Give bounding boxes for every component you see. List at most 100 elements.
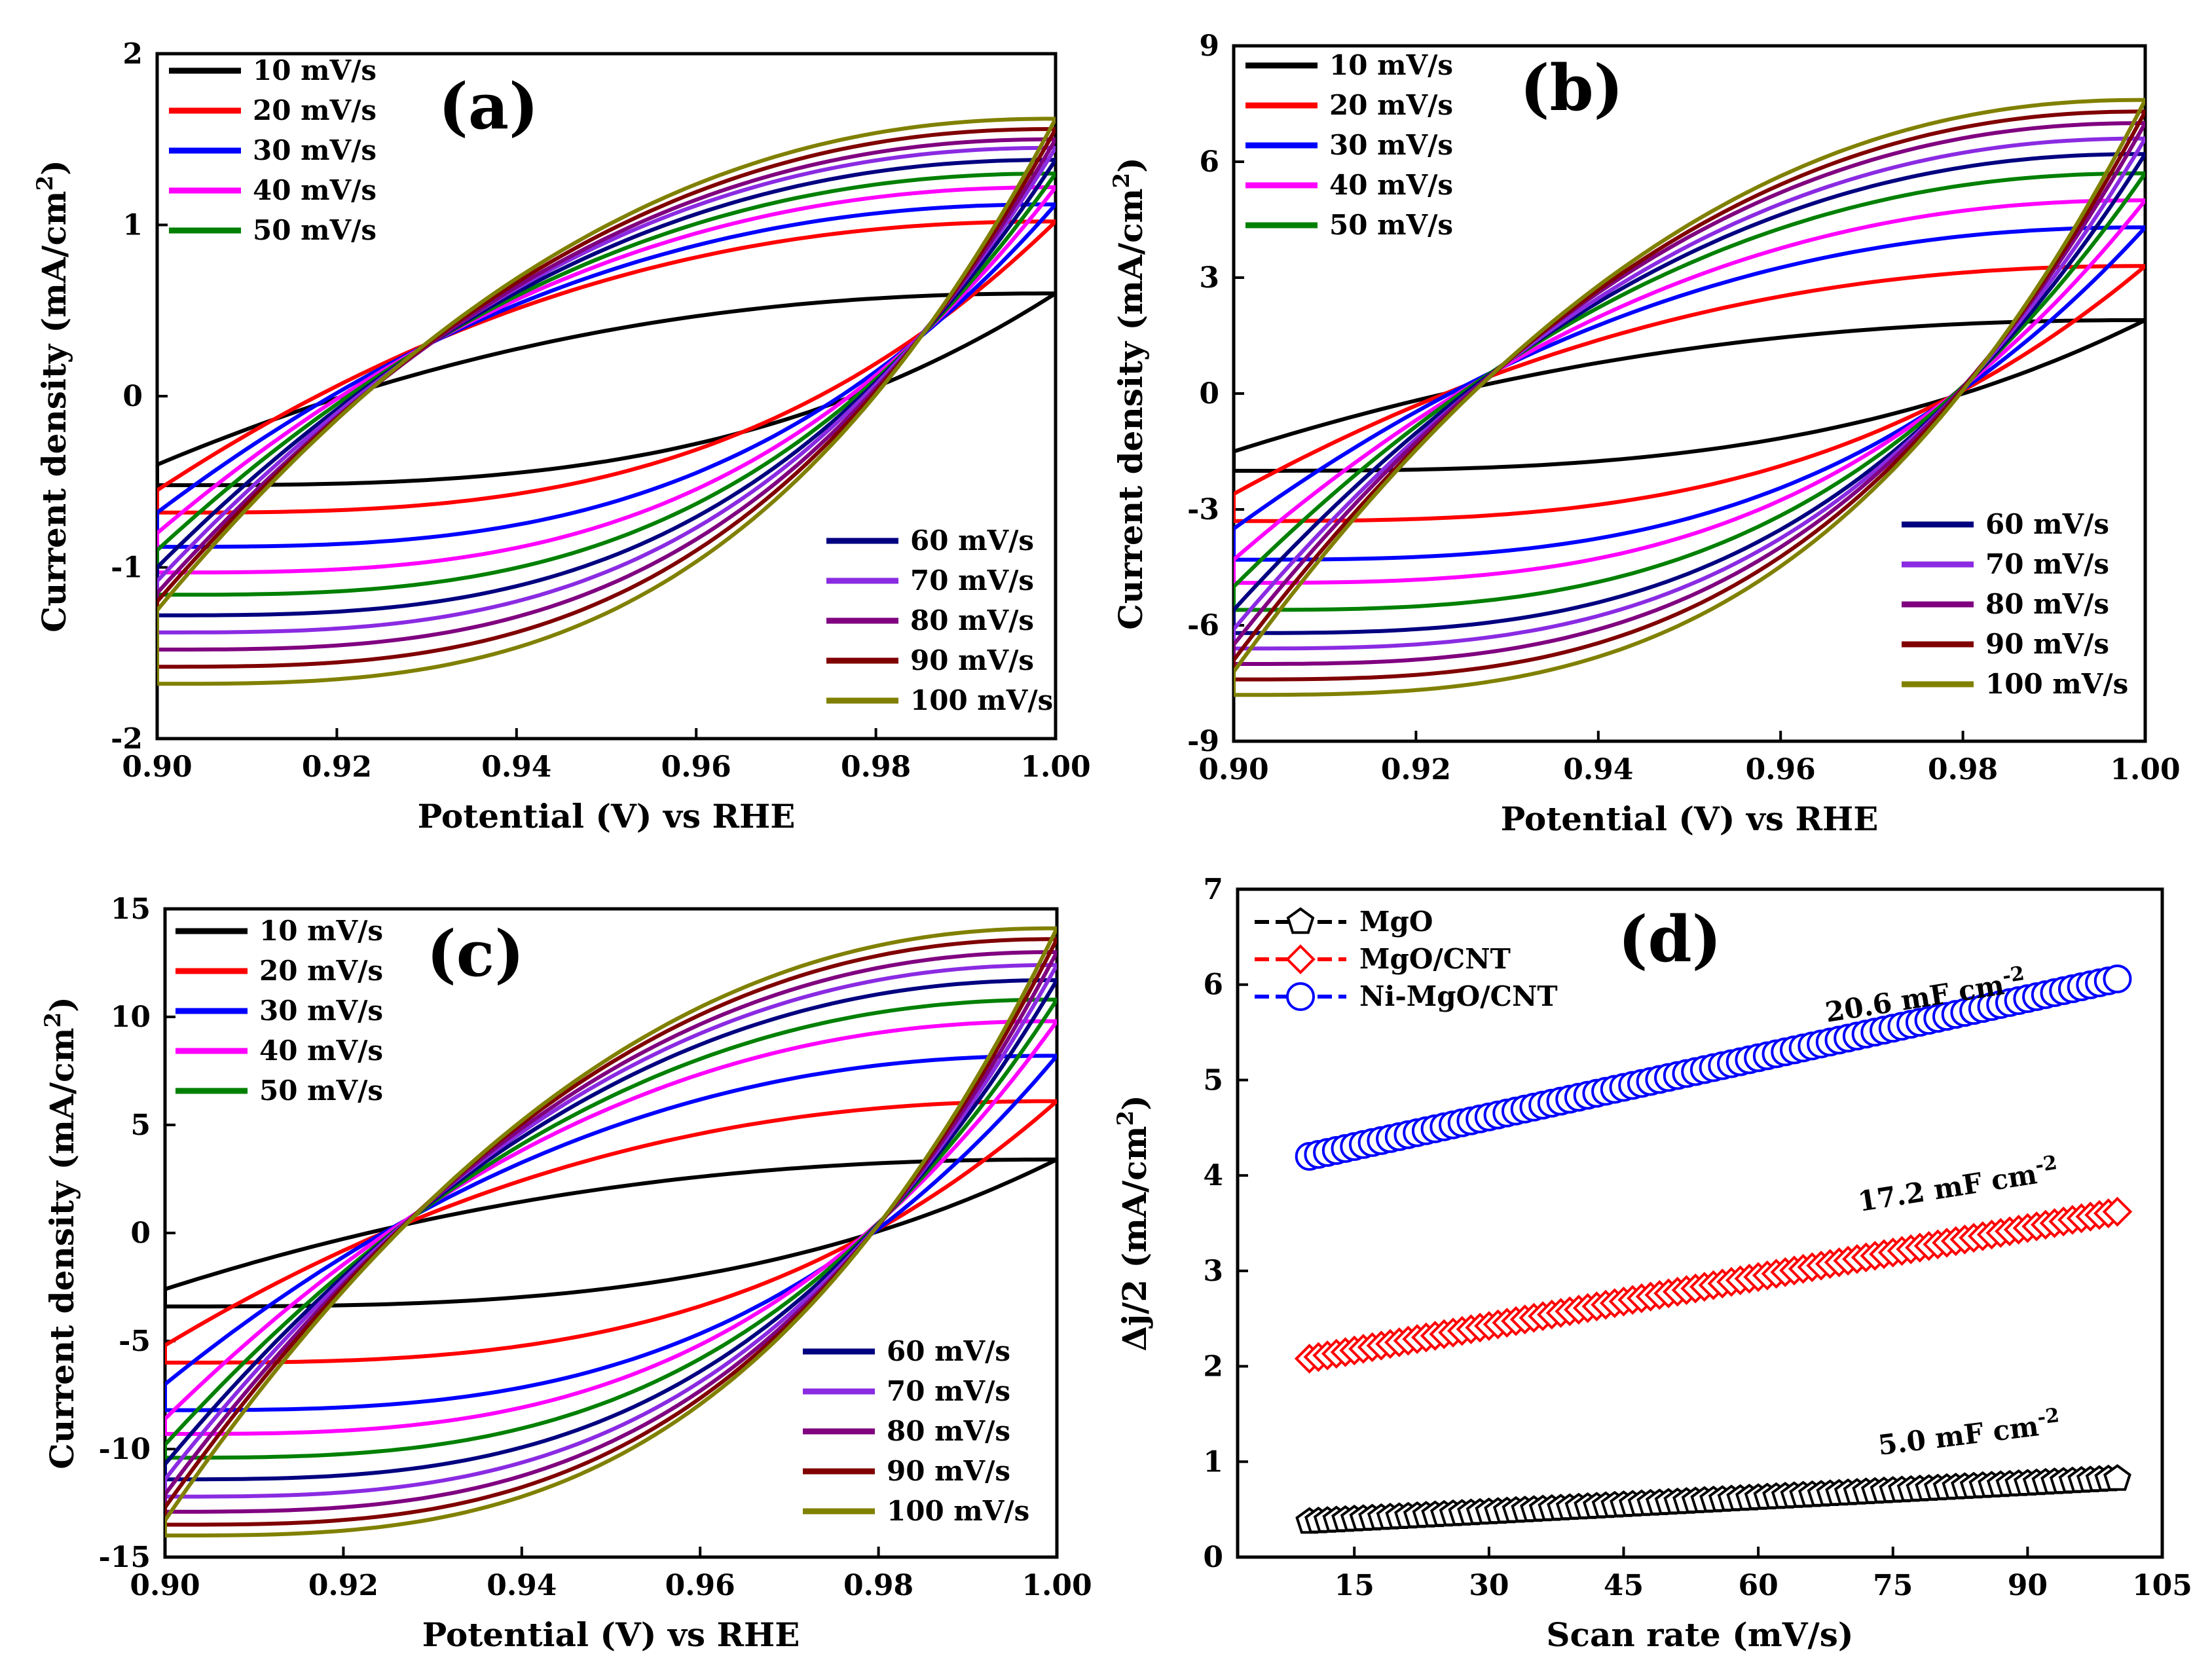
y-axis-title-end: ) [35, 160, 73, 175]
legend-label: 40 mV/s [259, 1035, 383, 1067]
y-tick-label: 3 [1203, 1255, 1223, 1288]
cv-curve-100mvs [157, 117, 1056, 686]
legend-item: 40 mV/s [1245, 169, 1453, 201]
cv-curves [1234, 98, 2145, 697]
legend-item: 80 mV/s [803, 1415, 1010, 1447]
legend-label: 80 mV/s [1985, 588, 2109, 620]
legend-item: 20 mV/s [175, 955, 383, 987]
cv-curve-10mvs [165, 1157, 1057, 1309]
x-tick-label: 0.96 [661, 750, 731, 784]
y-tick-label: 6 [1199, 145, 1219, 179]
cv-curve-90mvs [157, 127, 1056, 669]
legend-label: 80 mV/s [887, 1415, 1010, 1447]
y-tick-label: 2 [122, 37, 143, 71]
y-axis-title-sup: 2 [32, 175, 58, 191]
legend-label: Ni-MgO/CNT [1359, 980, 1558, 1012]
legend-label: 70 mV/s [887, 1375, 1010, 1407]
legend-label: 70 mV/s [910, 564, 1034, 597]
legend-item: 50 mV/s [175, 1075, 383, 1107]
legend-item: 60 mV/s [1902, 508, 2109, 540]
legend-label: 20 mV/s [1329, 89, 1453, 121]
y-axis-title-main: Current density (mA/cm [43, 1028, 81, 1469]
series-mgo [1295, 1464, 2131, 1534]
y-tick-label: 0 [122, 380, 143, 413]
cv-curve-40mvs [1234, 198, 2145, 585]
x-tick-label: 75 [1873, 1569, 1913, 1602]
legend-item: Ni-MgO/CNT [1255, 980, 1558, 1012]
legend-label: 90 mV/s [1985, 628, 2109, 660]
legend-label: 60 mV/s [887, 1335, 1010, 1367]
legend-item: 10 mV/s [1245, 49, 1453, 81]
cv-curve-10mvs [157, 291, 1056, 487]
slope-unit-sup: -2 [2036, 1404, 2060, 1429]
cv-curve-20mvs [165, 1099, 1057, 1365]
panel-label: (b) [1520, 51, 1623, 125]
legend-label: MgO [1359, 906, 1433, 938]
scatter-series [1294, 964, 2133, 1534]
x-tick-label: 30 [1469, 1569, 1509, 1602]
panel-label: (d) [1618, 902, 1722, 976]
legend-item: 90 mV/s [1902, 628, 2109, 660]
panel-label: (c) [426, 917, 524, 991]
legend-label: 30 mV/s [1329, 129, 1453, 161]
legend-item: 60 mV/s [803, 1335, 1010, 1367]
x-tick-label: 0.96 [1746, 753, 1816, 786]
y-tick-label: 6 [1203, 968, 1223, 1002]
y-axis-title: Current density (mA/cm2) [32, 160, 73, 633]
y-tick-label: 1 [122, 209, 143, 242]
y-tick-label: -6 [1187, 609, 1219, 642]
y-tick-label: -9 [1187, 725, 1219, 758]
legend-item: MgO [1255, 906, 1433, 938]
x-tick-label: 0.94 [481, 750, 551, 784]
legend-item: 80 mV/s [826, 604, 1034, 636]
y-axis-title: Current density (mA/cm2) [40, 997, 81, 1469]
legend-label: 30 mV/s [253, 134, 377, 166]
x-tick-label: 0.90 [130, 1569, 200, 1602]
legend-item: 100 mV/s [826, 684, 1053, 716]
legend-label: 20 mV/s [253, 94, 377, 126]
y-axis-title-end: ) [1111, 157, 1150, 173]
y-tick-label: 9 [1199, 29, 1219, 63]
y-tick-label: -5 [119, 1325, 151, 1358]
x-axis-title: Potential (V) vs RHE [422, 1615, 800, 1654]
x-tick-label: 0.96 [665, 1569, 735, 1602]
y-tick-label: 2 [1203, 1350, 1223, 1384]
cv-curve-20mvs [1234, 264, 2145, 523]
legend-item: 80 mV/s [1902, 588, 2109, 620]
slope-value: 5.0 mF cm [1876, 1410, 2040, 1462]
y-tick-label: 5 [130, 1109, 151, 1142]
y-tick-label: 3 [1199, 261, 1219, 295]
legend-label: MgO/CNT [1359, 943, 1511, 975]
legend-label: 10 mV/s [259, 915, 383, 947]
legend-label: 60 mV/s [910, 524, 1034, 557]
y-tick-label: -1 [111, 551, 143, 585]
legend-item: 50 mV/s [169, 214, 377, 246]
legend-label: 80 mV/s [910, 604, 1034, 636]
legend-item: 40 mV/s [175, 1035, 383, 1067]
legend-item: 50 mV/s [1245, 209, 1453, 241]
data-point [2102, 1196, 2133, 1227]
x-tick-label: 15 [1335, 1569, 1374, 1602]
slope-unit-sup: -2 [2000, 962, 2025, 988]
legend-label: 90 mV/s [887, 1455, 1010, 1487]
y-tick-label: 1 [1203, 1445, 1223, 1479]
x-tick-label: 0.92 [302, 750, 372, 784]
y-axis-title: Current density (mA/cm2) [1109, 157, 1150, 630]
y-axis-title-end: ) [43, 997, 81, 1012]
x-tick-label: 45 [1604, 1569, 1644, 1602]
x-tick-label: 0.92 [308, 1569, 378, 1602]
legend-item: 100 mV/s [1902, 668, 2128, 700]
legend-item: 20 mV/s [1245, 89, 1453, 121]
legend-label: 40 mV/s [253, 174, 377, 206]
legend-label: 20 mV/s [259, 955, 383, 987]
legend-item: 30 mV/s [1245, 129, 1453, 161]
slope-annotation: 5.0 mF cm-2 [1876, 1404, 2062, 1462]
cv-curve-80mvs [157, 137, 1056, 652]
legend-marker [1286, 982, 1315, 1011]
legend-label: 10 mV/s [1329, 49, 1453, 81]
legend-label: 40 mV/s [1329, 169, 1453, 201]
plot-frame [1236, 887, 2164, 1559]
legend-marker [1286, 907, 1315, 934]
